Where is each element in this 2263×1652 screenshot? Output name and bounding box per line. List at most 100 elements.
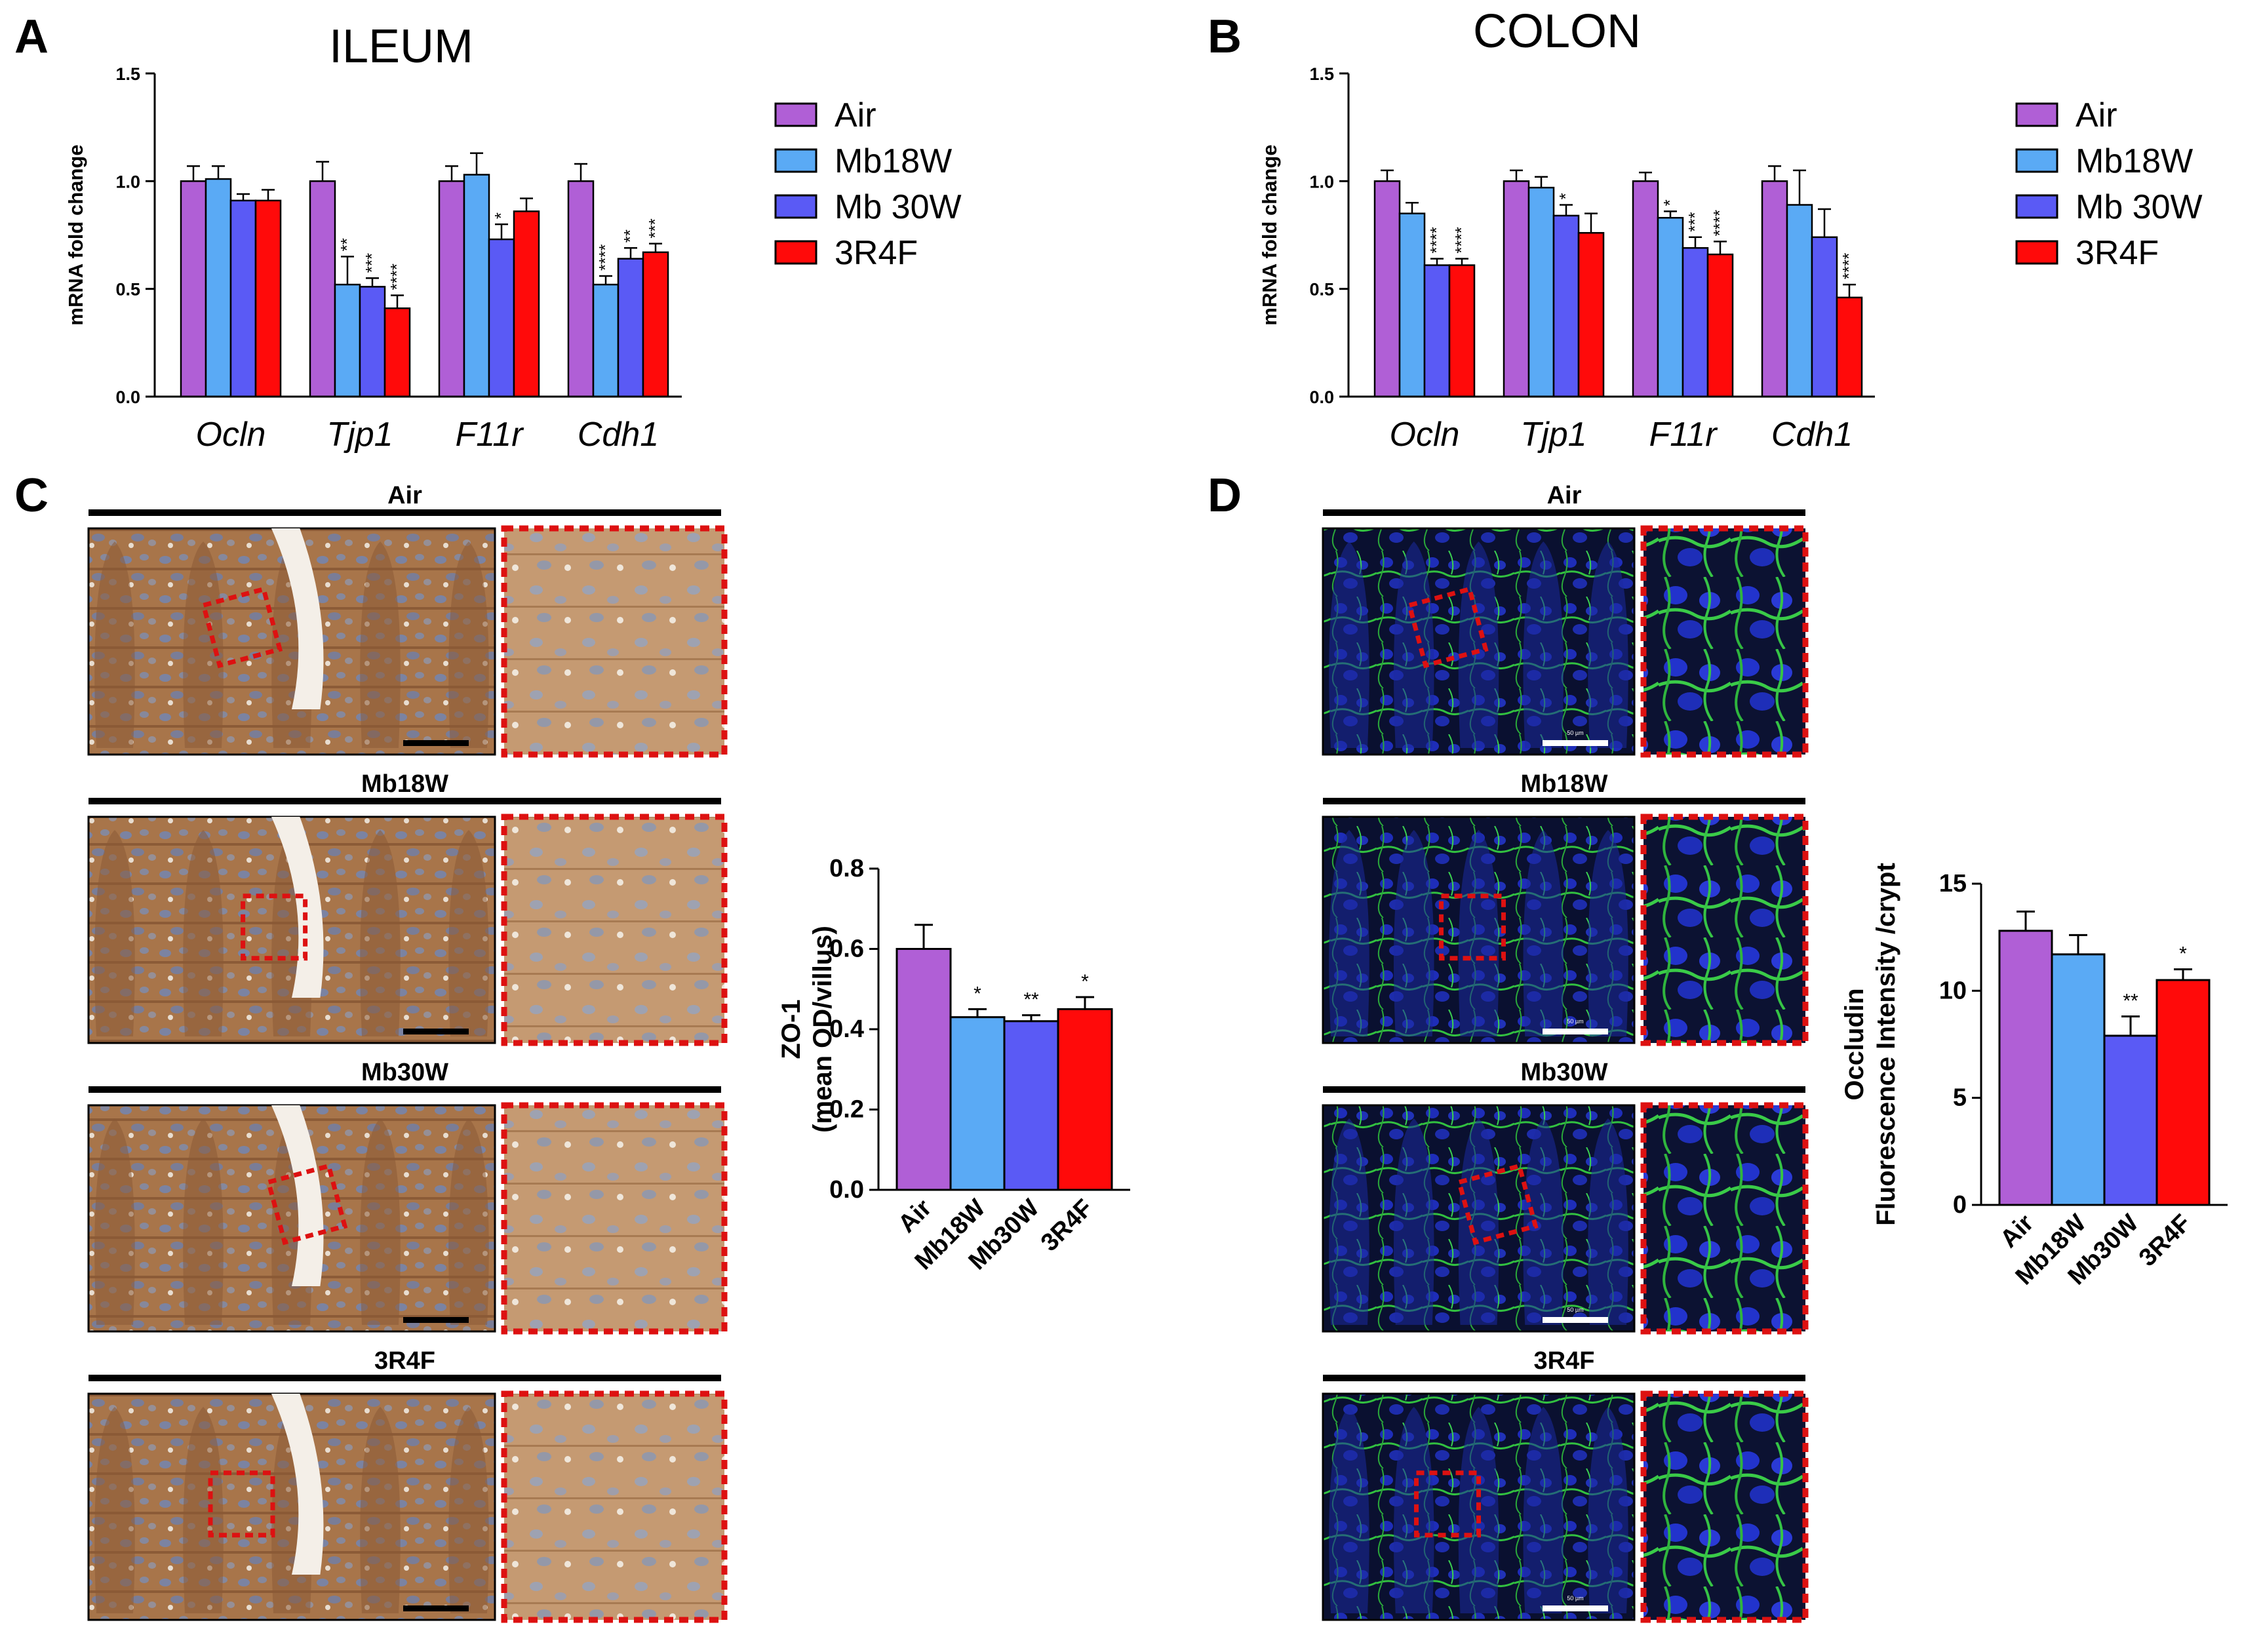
bar-air-f11r bbox=[438, 180, 465, 398]
bar-air-cdh1 bbox=[567, 180, 595, 398]
significance-label: **** bbox=[387, 264, 406, 290]
tissue-fold bbox=[1588, 1118, 1628, 1325]
x-category-3r4f: 3R4F bbox=[1036, 1194, 1098, 1257]
scale-bar bbox=[403, 1029, 469, 1034]
significance-label: *** bbox=[362, 253, 382, 273]
lumen bbox=[271, 1105, 324, 1286]
legend-label-mb18w: Mb18W bbox=[835, 142, 952, 180]
tissue-fold bbox=[1523, 830, 1564, 1036]
significance-label: **** bbox=[1427, 227, 1446, 253]
bar-3r4f-f11r bbox=[1706, 253, 1734, 398]
panel-letter-c: C bbox=[14, 469, 49, 522]
bar-mb30w bbox=[2103, 1034, 2158, 1206]
tissue-fold bbox=[183, 830, 224, 1036]
legend-label-3r4f: 3R4F bbox=[2076, 234, 2159, 272]
legend-label-mb-30w: Mb 30W bbox=[835, 188, 962, 226]
legend-swatch-air bbox=[2015, 102, 2058, 127]
y-tick-label: 0 bbox=[1953, 1191, 1967, 1219]
image-title-mb30w: Mb30W bbox=[1521, 1059, 1608, 1086]
y-tick-label: 0.5 bbox=[1309, 280, 1334, 300]
bar-mb18w bbox=[2051, 953, 2106, 1206]
bar-mb18w-cdh1 bbox=[592, 283, 620, 398]
bar-mb-30w-f11r bbox=[1682, 246, 1709, 398]
image-title-mb30w: Mb30W bbox=[361, 1059, 448, 1086]
micrograph-inset-mb18w bbox=[1643, 817, 1805, 1043]
legend-swatch-air bbox=[774, 102, 817, 127]
tissue-fold bbox=[1458, 830, 1499, 1036]
significance-label: * bbox=[1556, 193, 1575, 199]
tissue-fold bbox=[94, 1407, 135, 1613]
tissue-fold bbox=[1393, 830, 1434, 1036]
legend-label-3r4f: 3R4F bbox=[835, 234, 918, 272]
chart-title: ILEUM bbox=[329, 20, 473, 73]
bar-mb-30w-tjp1 bbox=[1552, 214, 1580, 398]
y-tick-label: 0.0 bbox=[1309, 387, 1334, 407]
y-tick-label: 0.0 bbox=[829, 1176, 864, 1204]
image-title-mb18w: Mb18W bbox=[361, 770, 448, 798]
tissue-fold bbox=[183, 541, 224, 748]
y-tick-label: 1.5 bbox=[1309, 64, 1334, 84]
tissue-fold bbox=[1523, 1118, 1564, 1325]
significance-label: * bbox=[1081, 971, 1089, 993]
tissue-fold bbox=[94, 830, 135, 1036]
micrograph-inset-3r4f bbox=[504, 1394, 724, 1620]
image-title-air: Air bbox=[1547, 482, 1582, 509]
inset-border bbox=[1640, 814, 1809, 1046]
x-category-ocln: Ocln bbox=[1390, 416, 1460, 454]
legend-swatch-mb-30w bbox=[2015, 194, 2058, 219]
bar-mb18w bbox=[949, 1016, 1006, 1191]
tissue-fold bbox=[1393, 541, 1434, 748]
scale-bar bbox=[1543, 740, 1608, 746]
tissue-fold bbox=[94, 541, 135, 748]
tissue-fold bbox=[1329, 1407, 1369, 1613]
significance-label: * bbox=[974, 983, 981, 1004]
bar-3r4f-cdh1 bbox=[642, 251, 669, 398]
legend-swatch-3r4f bbox=[2015, 240, 2058, 265]
significance-label: ** bbox=[620, 229, 640, 243]
significance-label: *** bbox=[1685, 212, 1704, 231]
bar-3r4f-ocln bbox=[1448, 264, 1476, 398]
tissue-fold bbox=[1588, 541, 1628, 748]
y-tick-label: 0.4 bbox=[829, 1015, 864, 1043]
bar-air-ocln bbox=[180, 180, 207, 398]
roi-marker bbox=[1439, 894, 1506, 961]
bar-air-f11r bbox=[1632, 180, 1659, 398]
y-tick-label: 1.0 bbox=[1309, 172, 1334, 191]
tissue-fold bbox=[360, 1407, 401, 1613]
y-tick-label: 1.0 bbox=[115, 172, 140, 191]
roi-marker bbox=[266, 1163, 348, 1246]
bar-mb18w-f11r bbox=[463, 174, 490, 398]
significance-label: **** bbox=[1451, 227, 1471, 253]
y-tick-label: 0.5 bbox=[115, 280, 140, 300]
y-tick-label: 5 bbox=[1953, 1084, 1967, 1112]
micrograph-inset-3r4f bbox=[1643, 1394, 1805, 1620]
y-tick-label: 15 bbox=[1939, 870, 1967, 897]
inset-border bbox=[1640, 525, 1809, 758]
image-title-mb18w: Mb18W bbox=[1521, 770, 1608, 798]
y-axis-label: ZO-1 bbox=[777, 999, 806, 1059]
significance-label: **** bbox=[1839, 253, 1859, 279]
panel-letter-d: D bbox=[1208, 469, 1242, 522]
scale-bar-label: 50 µm bbox=[1567, 730, 1583, 736]
inset-border bbox=[501, 1390, 728, 1623]
tissue-fold bbox=[448, 1118, 489, 1325]
scale-bar bbox=[1543, 1317, 1608, 1323]
significance-label: *** bbox=[645, 218, 665, 238]
chart-occludin: Occludin Fluorescence Intensity /crypt 0 5 1… bbox=[1840, 863, 2228, 1290]
legend-label-mb-30w: Mb 30W bbox=[2076, 188, 2203, 226]
micrograph-inset-air bbox=[1643, 528, 1805, 755]
legend-swatch-mb-30w bbox=[774, 194, 817, 219]
y-tick-label: 1.5 bbox=[115, 64, 140, 84]
legend-swatch-mb18w bbox=[2015, 148, 2058, 173]
bar-mb18w-ocln bbox=[205, 178, 232, 398]
x-category-air: Air bbox=[893, 1194, 937, 1238]
bar-air-tjp1 bbox=[309, 180, 336, 398]
scale-bar bbox=[403, 1317, 469, 1323]
roi-marker bbox=[1406, 586, 1489, 669]
bar-air bbox=[1998, 930, 2053, 1206]
image-title-3r4f: 3R4F bbox=[374, 1347, 435, 1375]
significance-label: **** bbox=[595, 244, 615, 270]
